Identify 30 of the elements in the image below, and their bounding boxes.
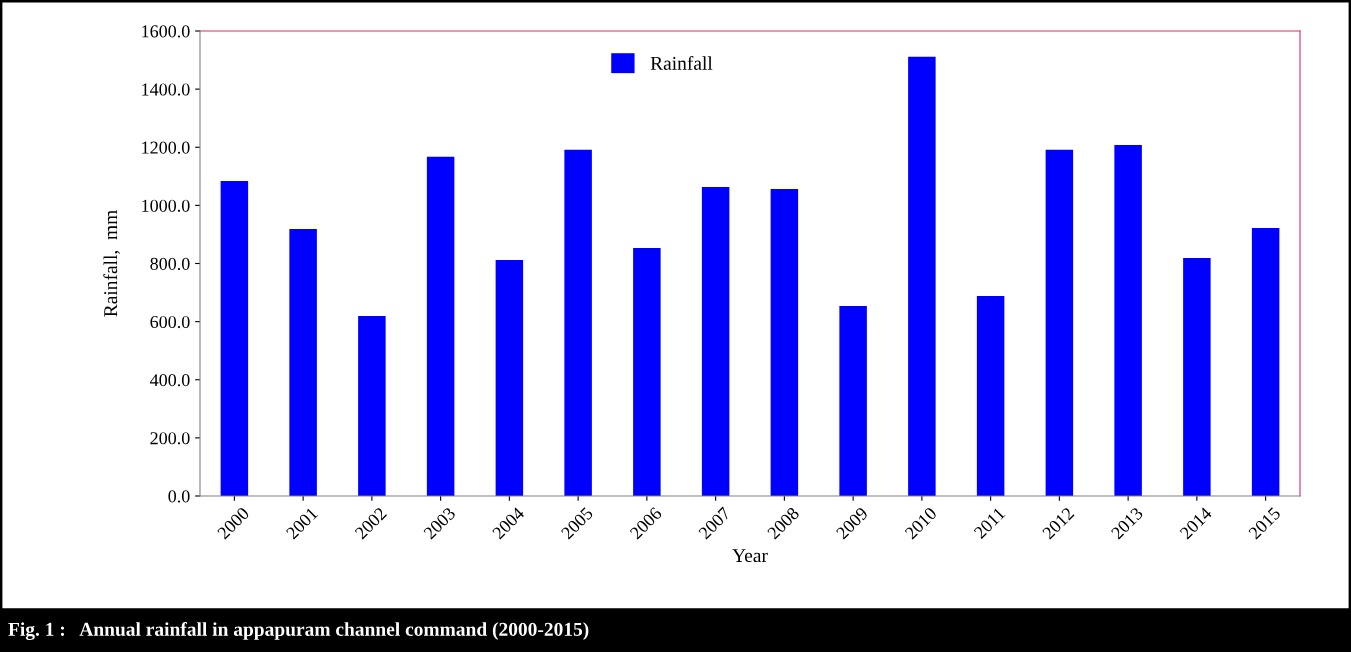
bar: [976, 296, 1005, 496]
text: Fig. 1 : Annual rainfall in appapuram channel command (2000-2015): [8, 622, 589, 640]
bar: [495, 260, 524, 496]
bar: [908, 56, 936, 496]
bar: [770, 189, 799, 496]
y-tick-label: 600.0: [150, 315, 190, 329]
bar: [426, 156, 455, 496]
y-tick-label: 1400.0: [142, 83, 190, 96]
y-tick-label: 200.0: [150, 432, 190, 445]
y-axis-title: Rainfall, mm: [103, 210, 121, 317]
bar: [289, 228, 317, 496]
y-tick-label: 400.0: [150, 374, 190, 387]
y-tick-label: 1000.0: [142, 199, 190, 212]
bar: [633, 248, 661, 496]
bar: [701, 187, 730, 496]
y-tick-label: 800.0: [150, 257, 190, 271]
bar: [839, 305, 867, 496]
bar: [1045, 149, 1074, 496]
bar: [1251, 228, 1280, 496]
legend-label: Rainfall: [650, 56, 713, 70]
y-tick-label: 1200.0: [142, 141, 190, 154]
x-axis-title: Year: [732, 549, 768, 563]
bar: [1183, 257, 1211, 496]
bar: [564, 149, 592, 496]
x-tick-label: 2011: [973, 506, 1006, 540]
y-tick-label: 0.0: [168, 490, 190, 503]
bar: [220, 180, 249, 496]
bar: [1114, 144, 1142, 496]
y-tick-label: 1600.0: [142, 25, 190, 38]
bar: [358, 316, 386, 496]
